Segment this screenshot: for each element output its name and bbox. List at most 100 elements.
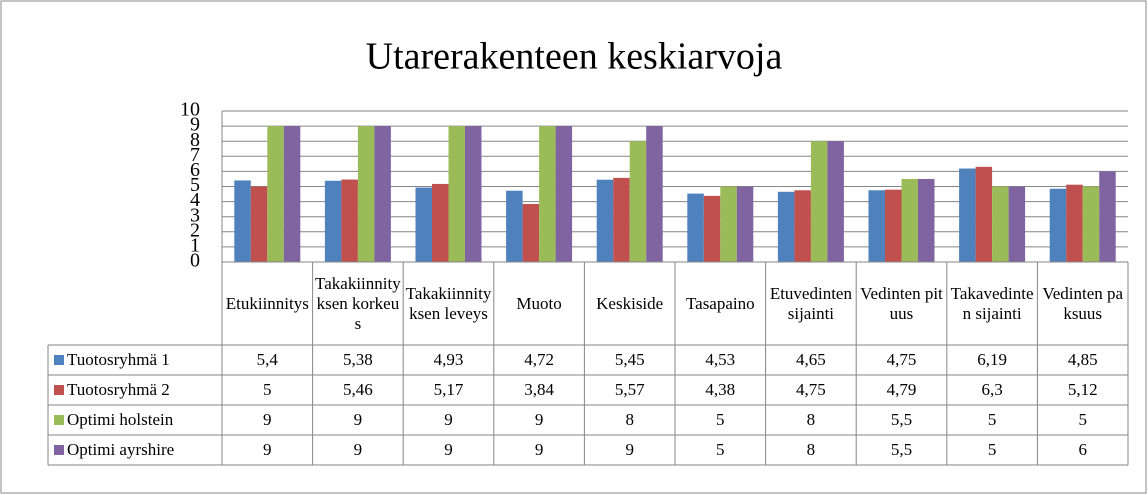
data-table-value: 9 — [353, 410, 363, 429]
bar — [341, 179, 358, 262]
y-tick-label: 4 — [190, 189, 200, 211]
data-table-value: 9 — [625, 440, 634, 459]
bar — [1008, 186, 1026, 262]
legend-label: Optimi ayrshire — [67, 440, 175, 459]
bar — [596, 179, 614, 262]
x-tick-label: Takakiinnityksen leveys — [405, 283, 492, 323]
legend-entry: Tuotosryhmä 1 — [48, 345, 170, 375]
legend-label: Tuotosryhmä 1 — [67, 350, 170, 369]
data-table-value: 4,79 — [886, 380, 917, 399]
bar — [1082, 186, 1100, 262]
data-table-value: 9 — [534, 410, 544, 429]
bar — [613, 177, 630, 262]
bar — [1066, 184, 1083, 262]
bar — [415, 187, 432, 262]
x-tick-label: Keskiside — [596, 293, 664, 313]
data-table-value: 9 — [534, 440, 544, 459]
data-table-value: 8 — [806, 410, 816, 429]
legend-entry: Tuotosryhmä 2 — [48, 375, 170, 405]
x-tick-label: Etuvedinten sijainti — [769, 283, 852, 323]
x-tick-label: Takakiinnityksen korkeus — [315, 273, 401, 333]
data-table-value: 5,12 — [1067, 380, 1098, 399]
bar — [975, 166, 993, 262]
bar — [736, 186, 754, 262]
data-table-value: 5,57 — [614, 380, 645, 399]
bar — [918, 178, 935, 262]
y-tick-label: 8 — [190, 129, 200, 151]
bar — [703, 195, 721, 262]
data-table-value: 9 — [263, 410, 272, 429]
data-table-value: 5 — [987, 440, 997, 459]
data-table-value: 4,75 — [886, 350, 917, 369]
bar — [629, 141, 647, 262]
data-table-value: 3,84 — [524, 380, 554, 399]
bar — [324, 180, 342, 262]
x-tick-label: Etukiinnitys — [225, 293, 309, 313]
legend-entry: Optimi ayrshire — [48, 435, 174, 465]
data-table-value: 5,38 — [343, 350, 373, 369]
y-tick-label: 1 — [190, 234, 200, 256]
y-tick-label: 7 — [190, 144, 200, 166]
data-table-value: 4,85 — [1067, 350, 1098, 369]
bar — [448, 126, 465, 262]
bar — [432, 183, 449, 262]
data-table-value: 5,17 — [433, 380, 464, 399]
bar — [522, 204, 540, 262]
bar — [250, 186, 268, 262]
bar — [1099, 171, 1116, 262]
bar — [687, 193, 704, 262]
legend-swatch — [54, 355, 64, 365]
data-table-value: 9 — [263, 440, 272, 459]
bar — [827, 141, 844, 262]
data-table-value: 6,19 — [977, 350, 1007, 369]
x-tick-label: Vedinten pituus — [860, 283, 943, 323]
legend-swatch — [54, 415, 64, 425]
bar — [465, 126, 482, 262]
data-table-value: 5,5 — [890, 440, 913, 459]
legend-swatch — [54, 385, 64, 395]
data-table-value: 4,65 — [796, 350, 826, 369]
bar — [267, 126, 284, 262]
bar — [539, 126, 556, 262]
x-tick-label: Muoto — [516, 293, 562, 313]
legend-label: Tuotosryhmä 2 — [67, 380, 170, 399]
data-table-value: 5 — [1078, 410, 1087, 429]
chart-title: Utarerakenteen keskiarvoja — [366, 36, 783, 78]
bar — [506, 190, 523, 262]
data-table-value: 8 — [625, 410, 634, 429]
data-table-value: 5,46 — [343, 380, 373, 399]
bar — [777, 191, 795, 262]
bar — [234, 180, 251, 262]
data-table-value: 6 — [1078, 440, 1087, 459]
data-table-value: 9 — [444, 440, 453, 459]
y-tick-label: 3 — [190, 204, 200, 226]
data-table-value: 5 — [263, 380, 272, 399]
data-table-value: 5 — [716, 440, 725, 459]
bar — [959, 168, 976, 262]
data-table-value: 4,75 — [796, 380, 826, 399]
bar — [885, 189, 902, 262]
bar — [374, 126, 391, 262]
bar — [901, 178, 918, 262]
bar — [357, 126, 375, 262]
data-table-value: 5 — [987, 410, 997, 429]
bar — [992, 186, 1009, 262]
legend-swatch — [54, 445, 64, 455]
data-table-value: 4,53 — [705, 350, 736, 369]
data-table-value: 4,93 — [433, 350, 464, 369]
data-table-value: 6,3 — [981, 380, 1003, 399]
bar — [720, 186, 737, 262]
legend-entry: Optimi holstein — [48, 405, 173, 435]
legend-label: Optimi holstein — [67, 410, 174, 429]
y-tick-label: 0 — [190, 250, 200, 272]
data-table-value: 9 — [353, 440, 363, 459]
data-table-value: 5,45 — [614, 350, 645, 369]
bar — [646, 126, 663, 262]
data-table-value: 4,38 — [705, 380, 736, 399]
bar — [1049, 188, 1067, 262]
y-tick-label: 6 — [190, 159, 200, 181]
data-table-value: 9 — [444, 410, 453, 429]
